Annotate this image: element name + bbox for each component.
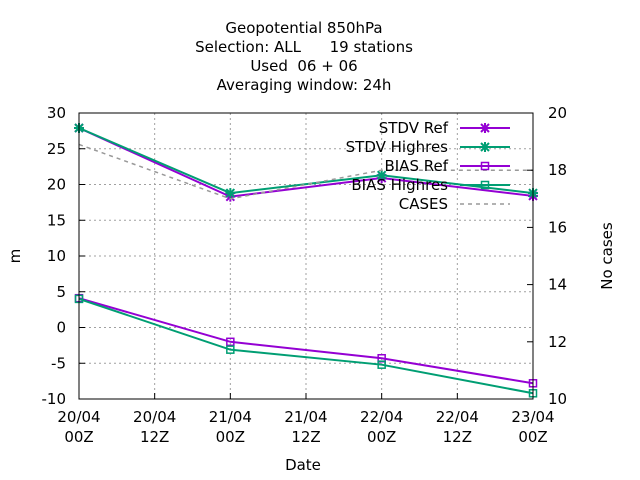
legend-entry: CASES (399, 195, 510, 213)
x-tick-hour: 00Z (64, 428, 93, 446)
chart-title: Geopotential 850hPa Selection: ALL 19 st… (195, 19, 413, 94)
y-tick-label: 10 (47, 247, 66, 265)
series-line (78, 127, 534, 195)
y-tick-label: 25 (47, 140, 66, 158)
x-tick-hour: 12Z (443, 428, 472, 446)
y2-axis-label: No cases (598, 222, 616, 290)
y2-tick-label: 20 (548, 104, 567, 122)
series-line (78, 297, 534, 385)
legend-marker (480, 123, 490, 133)
y-tick-label: 15 (47, 211, 66, 229)
x-tick-hour: 00Z (216, 428, 245, 446)
legend-entry: STDV Ref (379, 119, 510, 137)
y2-axis-ticks: 20 18 16 14 12 10 (527, 104, 567, 408)
legend-label: BIAS Highres (351, 176, 448, 194)
data-point (376, 170, 387, 181)
data-point (226, 345, 235, 354)
x-tick-date: 23/04 (511, 408, 554, 426)
x-tick-hour: 12Z (140, 428, 169, 446)
x-tick-date: 22/04 (436, 408, 479, 426)
legend-label: BIAS Ref (384, 157, 448, 175)
data-point (225, 188, 236, 199)
series-line (78, 297, 534, 395)
legend-marker (480, 180, 490, 190)
legend-marker (480, 142, 490, 152)
title-line-1: Geopotential 850hPa (225, 19, 382, 37)
y-tick-label: 0 (56, 319, 66, 337)
x-axis-label: Date (285, 456, 321, 474)
y2-tick-label: 10 (548, 390, 567, 408)
grid (79, 113, 533, 399)
legend-entry: STDV Highres (346, 138, 510, 156)
y2-tick-label: 18 (548, 161, 567, 179)
y2-tick-label: 14 (548, 276, 567, 294)
y-tick-label: 5 (56, 283, 66, 301)
y-tick-label: -10 (42, 390, 67, 408)
series-line (78, 127, 534, 198)
title-line-3: Used 06 + 06 (250, 57, 357, 75)
series-bias-highres (74, 294, 538, 398)
data-point (377, 360, 386, 369)
y-axis-label: m (6, 249, 24, 264)
x-tick-date: 21/04 (284, 408, 327, 426)
y2-tick-label: 16 (548, 218, 567, 236)
legend-marker (480, 161, 490, 171)
series-cases (78, 143, 533, 200)
title-line-4: Averaging window: 24h (217, 76, 392, 94)
x-tick-date: 22/04 (360, 408, 403, 426)
y-tick-label: 30 (47, 104, 66, 122)
series-line (78, 143, 533, 200)
legend-entry: BIAS Highres (351, 176, 510, 194)
title-line-2: Selection: ALL 19 stations (195, 38, 413, 56)
x-tick-hour: 00Z (367, 428, 396, 446)
legend-entry: BIAS Ref (384, 157, 510, 175)
x-tick-date: 20/04 (57, 408, 100, 426)
x-tick-date: 21/04 (209, 408, 252, 426)
y2-tick-label: 12 (548, 333, 567, 351)
x-tick-hour: 00Z (518, 428, 547, 446)
legend-label: CASES (399, 195, 448, 213)
x-tick-hour: 12Z (291, 428, 320, 446)
y-tick-label: 20 (47, 176, 66, 194)
series-layer (74, 123, 538, 398)
x-tick-date: 20/04 (133, 408, 176, 426)
legend-label: STDV Highres (346, 138, 449, 156)
legend-label: STDV Ref (379, 119, 449, 137)
y-axis-ticks: 30 25 20 15 10 5 0 -5 -10 (42, 104, 85, 408)
data-point (226, 337, 235, 347)
x-axis-ticks: 20/04 00Z 20/04 12Z 21/04 00Z 21/04 12Z 22/04 00Z… (57, 393, 555, 446)
y-tick-label: -5 (51, 354, 66, 372)
